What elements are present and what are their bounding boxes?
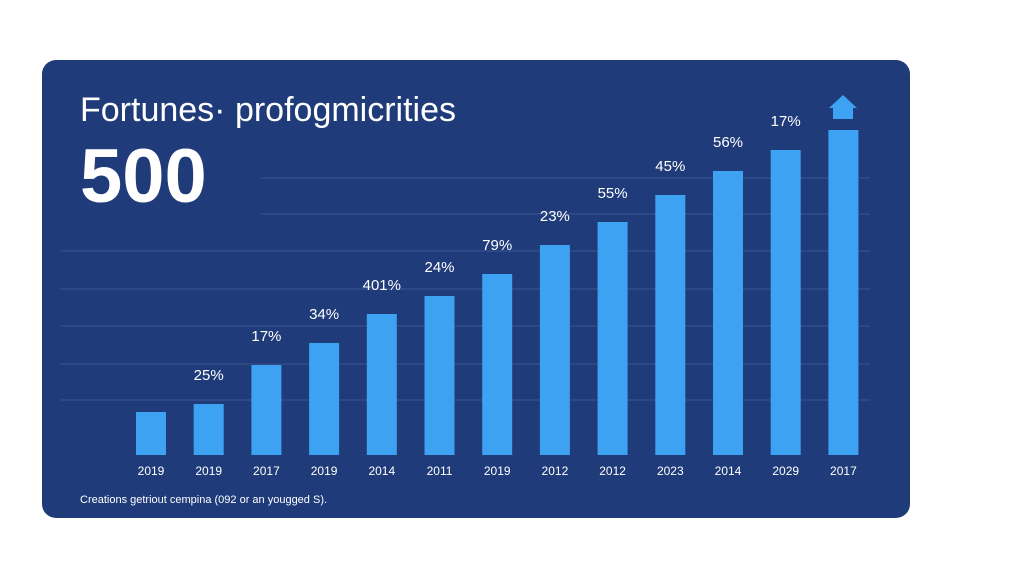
bar [482, 274, 513, 455]
bar [251, 365, 282, 455]
bar [309, 343, 340, 455]
bar-label: 23% [540, 208, 570, 225]
bar [770, 150, 801, 455]
home-icon [829, 95, 857, 119]
bar [424, 296, 455, 455]
bar-label: 401% [363, 277, 401, 294]
x-tick-label: 2017 [253, 464, 280, 478]
bar-label: 79% [482, 237, 512, 254]
x-tick-label: 2019 [138, 464, 165, 478]
chart-title: Fortunes· profogmicrities [80, 91, 456, 129]
bar [597, 222, 628, 455]
bar-label: 56% [713, 134, 743, 151]
x-tick-label: 2012 [599, 464, 626, 478]
x-tick-label: 2023 [657, 464, 684, 478]
chart-subtitle: 500 [80, 134, 207, 219]
x-tick-label: 2019 [311, 464, 338, 478]
x-tick-label: 2029 [772, 464, 799, 478]
bar [713, 171, 743, 455]
footnote: Creations getriout cempina (092 or an yo… [80, 494, 327, 506]
x-tick-label: 2019 [484, 464, 511, 478]
x-tick-label: 2019 [195, 464, 222, 478]
bar [136, 412, 166, 455]
x-tick-label: 2011 [427, 464, 453, 478]
bar [655, 195, 686, 455]
x-tick-label: 2012 [542, 464, 569, 478]
x-tick-label: 2014 [368, 464, 395, 478]
bar-label: 17% [771, 113, 801, 130]
bar-label: 17% [251, 328, 281, 345]
bar-label: 25% [194, 367, 224, 384]
bar-label: 55% [598, 185, 628, 202]
bar-label: 34% [309, 306, 339, 323]
x-tick-label: 2017 [830, 464, 857, 478]
bar [366, 314, 397, 455]
x-tick-label: 2014 [715, 464, 742, 478]
bar [539, 245, 570, 455]
bar-label: 45% [655, 158, 685, 175]
bar [193, 404, 224, 455]
bar-label: 24% [424, 259, 454, 276]
bar [828, 130, 859, 455]
